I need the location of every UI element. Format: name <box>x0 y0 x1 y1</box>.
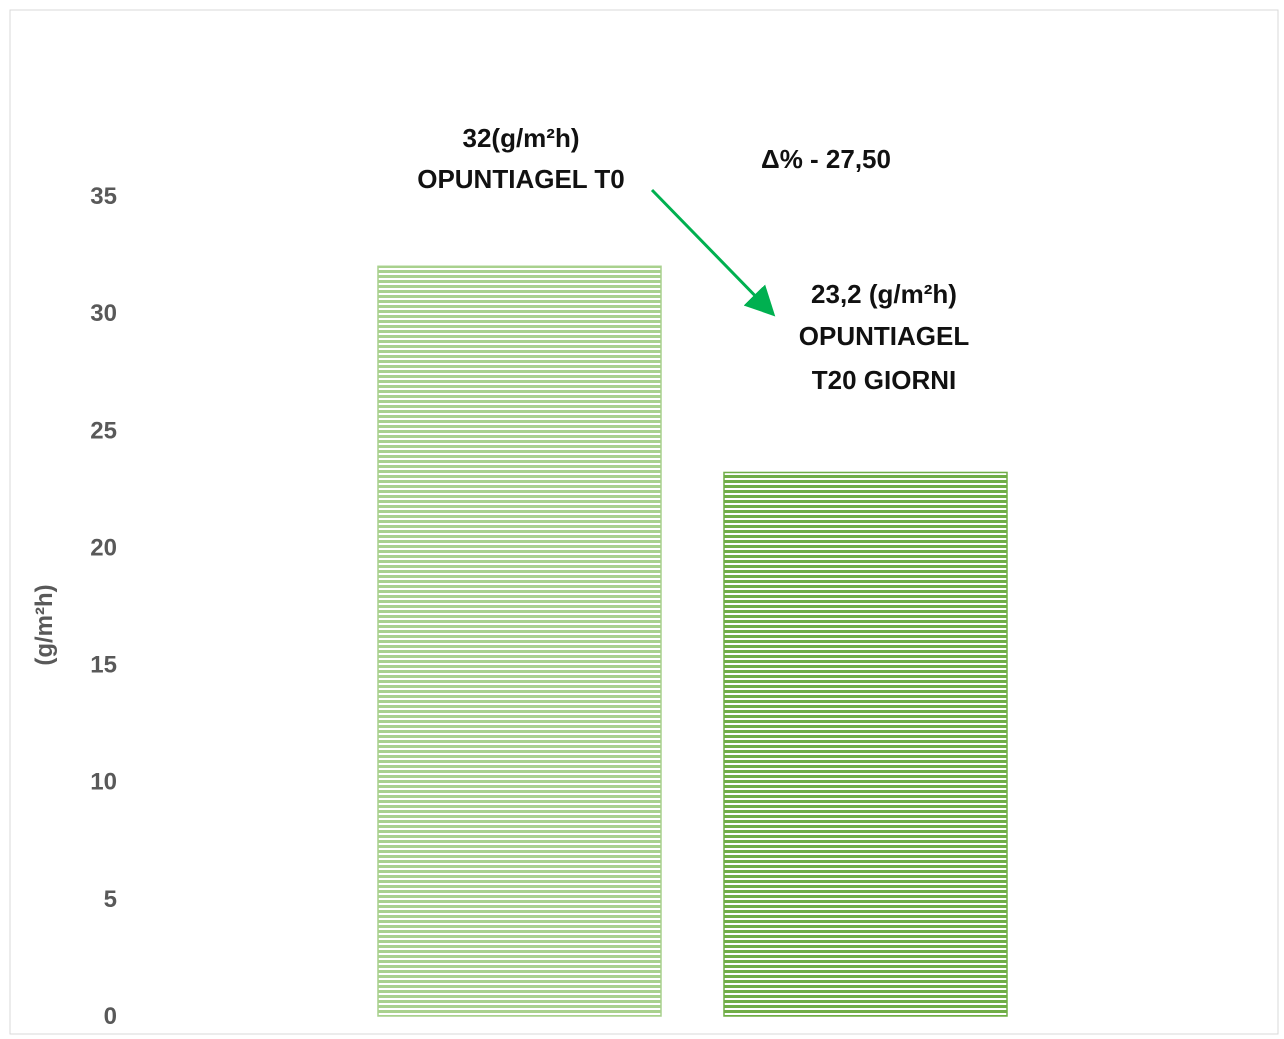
y-tick-label: 0 <box>104 1003 117 1030</box>
y-tick-label: 20 <box>90 534 117 561</box>
bar1-name-label: OPUNTIAGEL T0 <box>417 164 625 194</box>
delta-label: Δ% - 27,50 <box>761 144 891 174</box>
y-tick-label: 5 <box>104 886 117 913</box>
y-axis-label: (g/m²h) <box>31 584 58 665</box>
bar2-value-label: 23,2 (g/m²h) <box>811 279 957 309</box>
bar-1 <box>377 265 662 1017</box>
y-tick-label: 30 <box>90 300 117 327</box>
y-tick-label: 15 <box>90 652 117 679</box>
bars <box>377 265 1008 1017</box>
change-arrow <box>650 188 776 317</box>
y-axis-ticks: 0 5 10 15 20 25 30 35 <box>90 183 117 1030</box>
chart-frame <box>9 9 1279 1035</box>
y-tick-label: 35 <box>90 183 117 210</box>
y-tick-label: 25 <box>90 417 117 444</box>
bar-2 <box>723 471 1008 1017</box>
bar2-name-line2: T20 GIORNI <box>812 365 956 395</box>
bar1-value-label: 32(g/m²h) <box>463 123 580 153</box>
bar2-name-line1: OPUNTIAGEL <box>799 321 970 351</box>
y-tick-label: 10 <box>90 769 117 796</box>
